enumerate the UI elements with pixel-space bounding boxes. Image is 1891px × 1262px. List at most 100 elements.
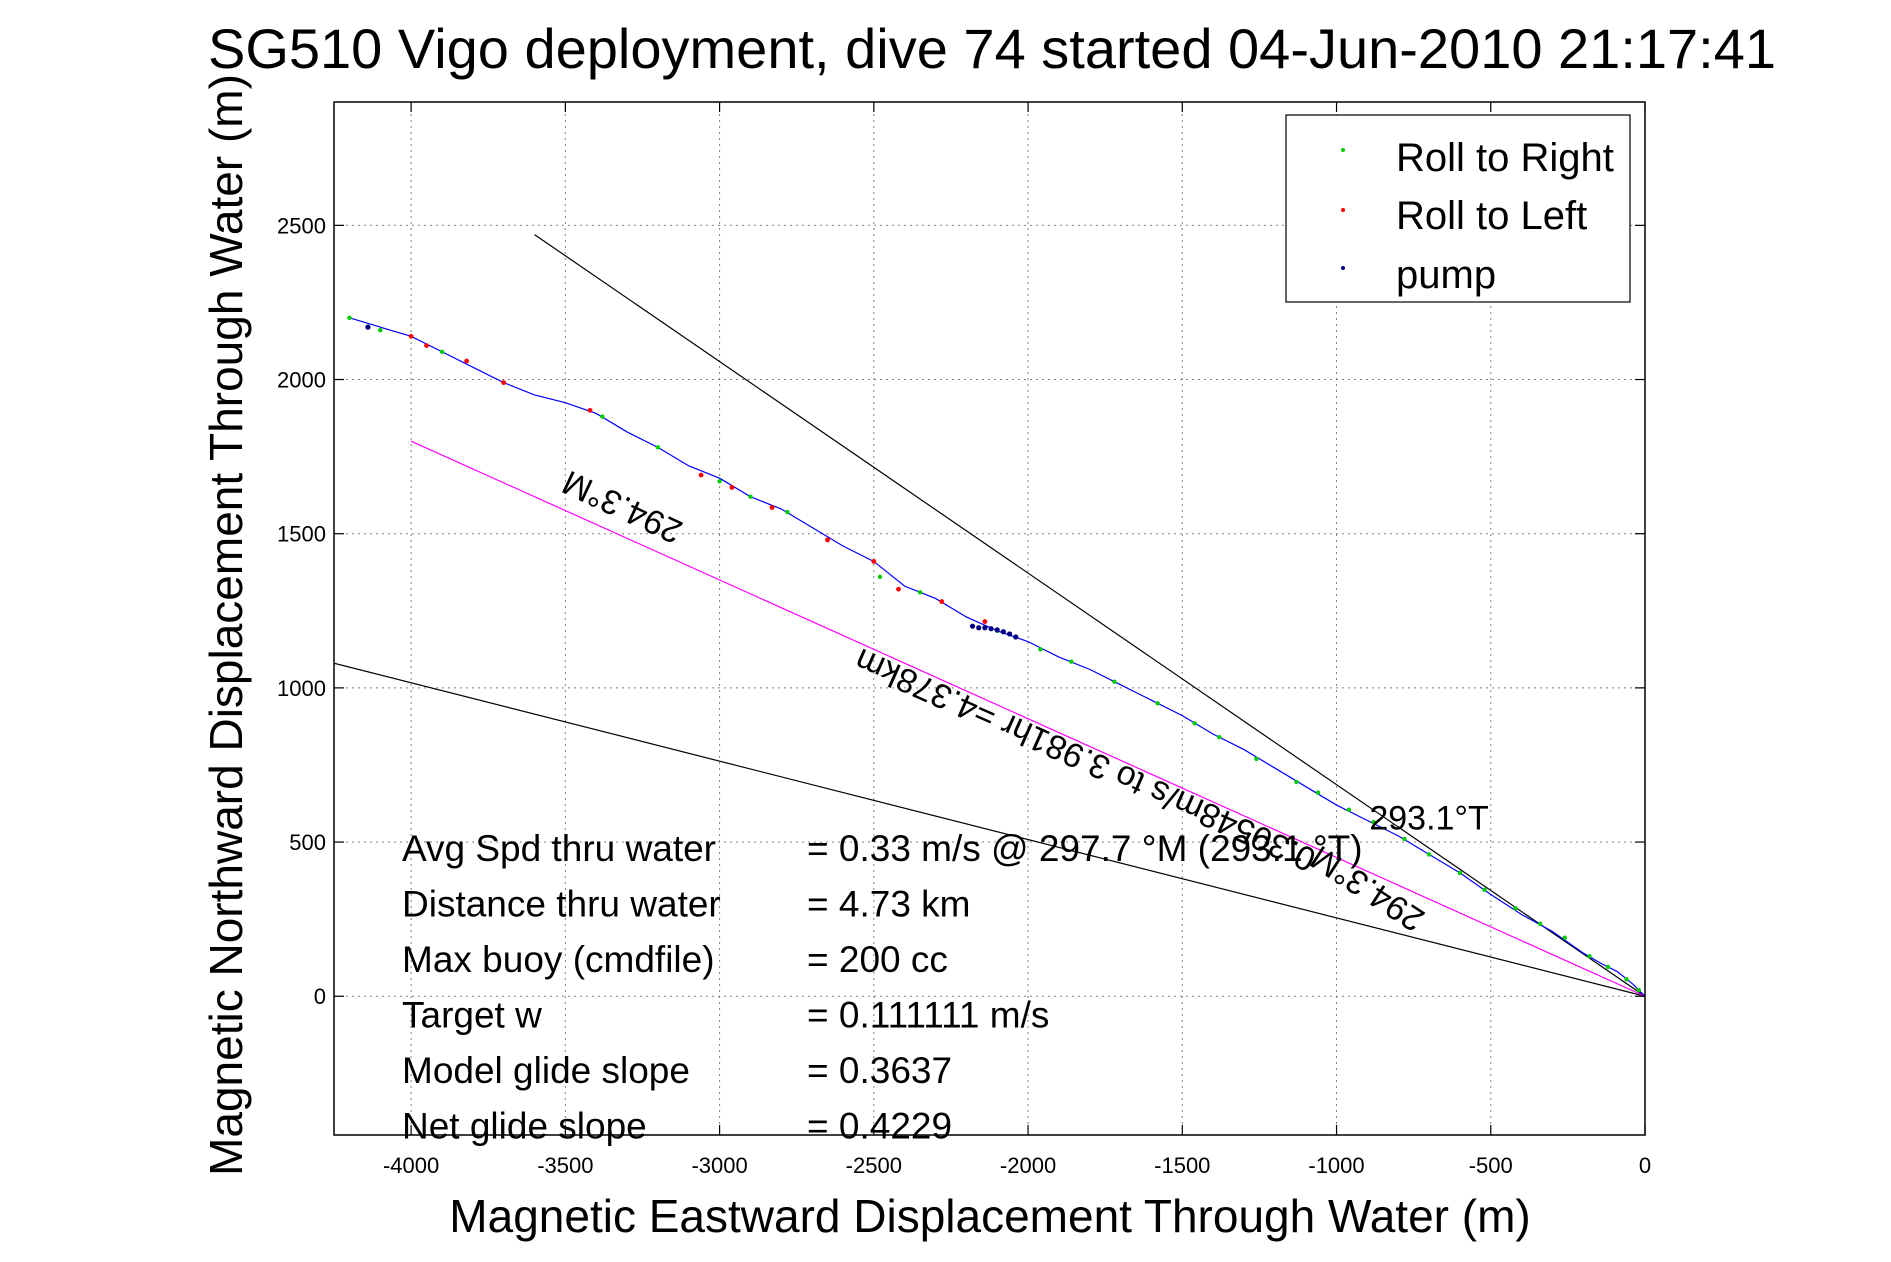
pump-point: [976, 625, 982, 631]
roll-right-point: [655, 445, 661, 450]
y-tick-label: 2500: [277, 213, 326, 238]
roll-right-point: [917, 590, 923, 595]
stat-label: Target w: [402, 995, 542, 1036]
stat-value: = 0.4229: [807, 1106, 952, 1147]
y-axis-label: Magnetic Northward Displacement Through …: [200, 74, 252, 1176]
legend-marker-roll-right: [1341, 148, 1345, 152]
x-tick-label: -1000: [1308, 1153, 1364, 1178]
roll-left-point: [896, 586, 901, 592]
roll-right-point: [1587, 953, 1592, 959]
roll-left-point: [939, 599, 945, 604]
x-tick-label: -1500: [1154, 1153, 1210, 1178]
roll-right-point: [1346, 807, 1352, 812]
roll-right-point: [1192, 721, 1197, 726]
roll-right-point: [1457, 870, 1463, 876]
stat-value: = 0.3637: [807, 1050, 952, 1091]
roll-right-point: [1605, 964, 1611, 970]
track-layer: [349, 317, 1645, 997]
roll-right-point: [1315, 790, 1321, 795]
roll-right-point: [1112, 679, 1117, 684]
legend-marker-pump: [1341, 266, 1345, 270]
roll-right-point: [877, 574, 883, 580]
reference-line: [410, 440, 1645, 997]
roll-right-point: [1426, 852, 1432, 857]
roll-right-point: [1155, 701, 1160, 706]
stat-label: Max buoy (cmdfile): [402, 939, 715, 980]
y-tick-label: 1500: [277, 522, 326, 547]
roll-right-point: [1402, 836, 1407, 842]
reference-lines: [334, 234, 1645, 997]
roll-left-point: [408, 333, 414, 339]
pump-point: [1006, 631, 1013, 637]
roll-right-point: [1624, 977, 1629, 982]
roll-right-point: [1294, 779, 1299, 785]
plot-frame: [333, 101, 1646, 1136]
stat-label: Net glide slope: [402, 1106, 647, 1147]
reference-line: [334, 662, 1645, 997]
pump-point: [994, 627, 1000, 633]
pump-point: [365, 324, 371, 330]
y-tick-label: 500: [289, 830, 326, 855]
roll-right-point: [1371, 819, 1376, 825]
roll-left-point: [825, 537, 830, 543]
roll-right-point: [1038, 647, 1043, 652]
roll-right-point: [1217, 735, 1222, 740]
legend-label-roll-right: Roll to Right: [1396, 136, 1614, 180]
roll-right-point: [439, 349, 445, 354]
roll-left-point: [587, 407, 593, 413]
stat-value: = 0.111111 m/s: [807, 995, 1049, 1036]
roll-left-point: [464, 358, 470, 364]
roll-right-point: [600, 414, 605, 419]
pump-point: [969, 623, 976, 629]
glider-track-line: [349, 317, 1645, 997]
roll-right-point: [717, 479, 722, 484]
stat-label: Avg Spd thru water: [402, 828, 716, 869]
stat-value: = 200 cc: [807, 939, 948, 980]
roll-left-point: [871, 559, 877, 564]
roll-right-point: [748, 494, 753, 499]
roll-left-point: [424, 343, 429, 349]
x-tick-label: -3500: [537, 1153, 593, 1178]
x-tick-label: 0: [1639, 1153, 1651, 1178]
legend-label-pump: pump: [1396, 253, 1496, 297]
ticks: -4000 -3500 -3000 -2500 -2000 -1500 -1000 -500 0…: [277, 102, 1651, 1178]
roll-right-point: [785, 509, 790, 515]
x-tick-label: -2000: [1000, 1153, 1056, 1178]
pump-point: [982, 625, 988, 631]
roll-right-point: [1636, 987, 1642, 993]
y-tick-label: 1000: [277, 676, 326, 701]
roll-left-point: [769, 505, 775, 510]
roll-right-point: [378, 327, 383, 333]
roll-left-point: [501, 380, 507, 386]
stat-value: = 4.73 km: [807, 884, 971, 925]
x-tick-label: -2500: [846, 1153, 902, 1178]
roll-right-point: [1562, 935, 1567, 940]
roll-right-point: [1069, 659, 1074, 664]
legend-label-roll-left: Roll to Left: [1396, 194, 1587, 238]
points-layer: [347, 315, 1642, 993]
stats-block: Avg Spd thru water = 0.33 m/s @ 297.7 °M …: [402, 828, 1363, 1147]
roll-right-point: [347, 315, 352, 321]
reference-line: [534, 234, 1645, 997]
y-tick-label: 2000: [277, 368, 326, 393]
stat-label: Model glide slope: [402, 1050, 690, 1091]
pump-point: [988, 626, 994, 632]
pump-point: [1013, 634, 1019, 640]
roll-left-point: [698, 472, 704, 478]
legend-marker-roll-left: [1341, 208, 1345, 212]
pump-point: [1000, 629, 1006, 635]
stat-value: = 0.33 m/s @ 297.7 °M (293.1 °T): [807, 828, 1363, 869]
x-tick-label: -4000: [383, 1153, 439, 1178]
x-axis-label: Magnetic Eastward Displacement Through W…: [449, 1190, 1530, 1242]
x-tick-label: -500: [1469, 1153, 1513, 1178]
legend: Roll to Right Roll to Left pump: [1285, 114, 1631, 303]
stat-label: Distance thru water: [402, 884, 721, 925]
roll-left-point: [982, 619, 988, 624]
roll-right-point: [1537, 921, 1543, 926]
roll-right-point: [1254, 756, 1259, 762]
x-tick-label: -3000: [691, 1153, 747, 1178]
roll-right-point: [1513, 906, 1518, 911]
chart-title: SG510 Vigo deployment, dive 74 started 0…: [208, 17, 1776, 80]
roll-right-point: [1482, 887, 1487, 893]
